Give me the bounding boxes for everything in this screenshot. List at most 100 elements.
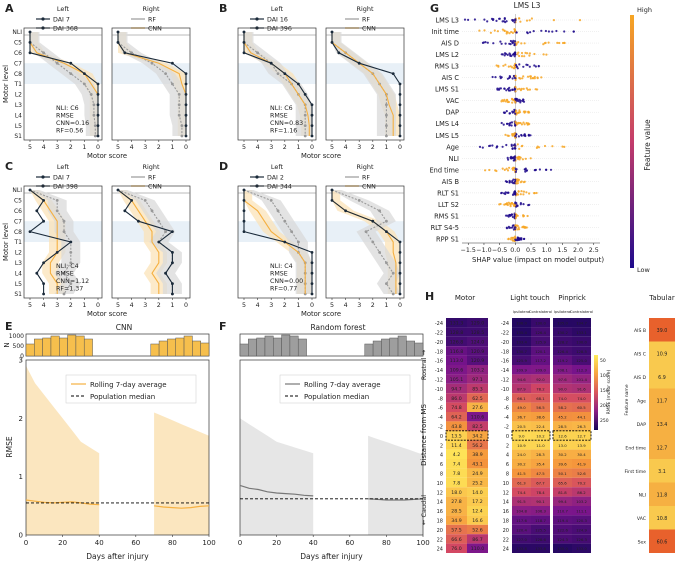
dai-line-point	[42, 292, 45, 296]
shap-row	[506, 155, 532, 162]
tabular-value: 10.8	[657, 516, 668, 522]
heatmap-cell	[512, 346, 531, 356]
heatmap-cell	[446, 374, 467, 384]
row-label-sensory: -16	[501, 359, 509, 365]
dai-line-point	[398, 103, 402, 107]
tabular-value: 60.6	[657, 539, 668, 545]
shap-point	[514, 147, 517, 150]
heatmap-cell	[572, 355, 591, 365]
x-tick-label: 1	[384, 144, 388, 151]
heatmap-cell	[553, 402, 572, 412]
shap-point	[514, 202, 517, 205]
heatmap-cell	[572, 430, 591, 441]
shap-point	[514, 30, 517, 33]
x-tick-label: 5	[116, 144, 120, 151]
row-label-motor: 6	[440, 462, 443, 468]
rf-line-point	[69, 251, 73, 254]
heatmap-cell-value: 50.1	[558, 471, 567, 476]
x-tick-label: −1.5	[461, 247, 476, 254]
shap-point	[533, 77, 536, 80]
heatmap-cell	[467, 421, 488, 431]
heatmap-cell-value: 13.5	[451, 433, 461, 439]
shap-point	[578, 19, 582, 22]
subplot-right: 5 4 3 2 1 0	[111, 27, 191, 151]
heatmap-cell	[467, 355, 488, 365]
dai-line-point	[184, 93, 188, 96]
tabular-cell	[649, 482, 675, 506]
shap-point	[535, 191, 538, 195]
heatmap-cell	[531, 534, 550, 544]
panel-label: B	[219, 2, 227, 15]
heatmap-cell	[553, 449, 572, 459]
heatmap-cell-value: 38.6	[536, 415, 545, 420]
panel-c: C DAI 7 DAI 398 RF CNN Left Right 5 4 3 2 1 0 NLI C5 C6…	[2, 160, 191, 318]
heatmap-cell-value: 126.4	[557, 349, 568, 354]
heatmap-cell-value: 120.4	[516, 527, 527, 532]
heatmap-cell-value: 94.7	[451, 386, 461, 392]
shap-point	[517, 41, 520, 44]
shap-point	[534, 169, 537, 172]
dai-line-point	[330, 30, 334, 34]
legend: DAI 2 DAI 344 RF CNN	[250, 175, 376, 191]
heatmap-cell-value: 97.1	[472, 377, 482, 383]
heatmap-cell	[467, 506, 488, 516]
panel-label: A	[5, 2, 14, 15]
heatmap-cell	[572, 449, 591, 459]
shap-point	[518, 111, 522, 114]
hist-bar	[264, 335, 274, 357]
x-axis-label: SHAP value (impact on model output)	[472, 256, 604, 264]
shap-point	[533, 52, 536, 56]
shap-point	[527, 134, 531, 137]
heatmap-cell-value: 66.1	[517, 396, 526, 401]
shap-point	[510, 30, 513, 34]
shap-point	[503, 87, 506, 90]
y-tick-label: 0	[19, 532, 23, 540]
heatmap-cell	[467, 318, 488, 328]
dai-line-point	[391, 72, 395, 75]
row-label-motor: 8	[440, 471, 443, 477]
rf-line-point	[303, 124, 307, 127]
axes-frame	[237, 185, 317, 299]
tabular-feature-label: Sex	[638, 539, 647, 545]
variability-band	[368, 435, 423, 535]
shap-point	[484, 169, 487, 172]
heatmap-cell	[446, 534, 467, 544]
shap-point	[525, 19, 529, 22]
row-label-sensory: -24	[501, 321, 509, 327]
x-tick-label: 3	[357, 144, 361, 151]
dai-line-point	[137, 219, 140, 223]
shap-point	[505, 227, 509, 230]
heatmap-cell	[446, 468, 467, 478]
x-tick-label: 1	[82, 144, 86, 151]
heatmap-cell	[553, 487, 572, 497]
heatmap-cell-value: 125.9	[516, 358, 527, 363]
shap-point	[514, 98, 517, 101]
heatmap-cell	[531, 487, 550, 497]
heatmap-cell-value: 20.5	[517, 424, 526, 429]
row-label-sensory: 14	[503, 500, 509, 506]
dai-line-point	[310, 282, 314, 285]
cnn-line	[331, 32, 394, 136]
hist-bar	[281, 334, 291, 357]
shap-point	[507, 65, 510, 68]
feature-label: LMS L2	[435, 51, 459, 59]
shap-point	[515, 205, 518, 208]
row-label-sensory: 16	[503, 509, 509, 515]
hist-bar	[67, 334, 77, 357]
heatmap-cell	[572, 327, 591, 337]
heatmap-cell	[446, 487, 467, 497]
heatmap-cell-value: 38.9	[472, 452, 482, 458]
y-tick-label: T1	[14, 81, 23, 88]
row-label-sensory: -4	[504, 415, 509, 421]
shap-point	[508, 76, 511, 80]
heatmap-cell-value: 67.7	[536, 480, 545, 485]
panel-b: B DAI 16 DAI 396 RF CNN Left Right 5 4 3 2 1 0 5 4 3 2 1 0…	[219, 2, 405, 160]
shap-point	[519, 193, 522, 196]
shap-point	[515, 64, 518, 67]
shap-point	[528, 88, 532, 91]
rf-line-point	[364, 230, 368, 234]
shap-point	[511, 98, 514, 101]
shap-point	[505, 98, 509, 101]
feature-label: AIS D	[441, 40, 459, 48]
